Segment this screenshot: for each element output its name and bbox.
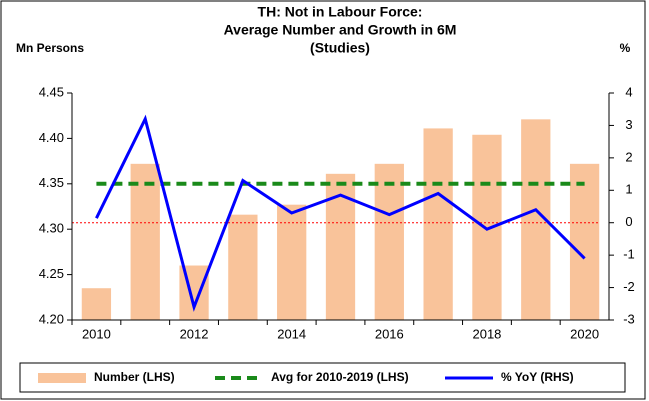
x-tick-label: 2018 (472, 326, 501, 341)
line (95, 114, 586, 312)
chart-title: (Studies) (310, 40, 370, 56)
chart-title: Average Number and Growth in 6M (224, 22, 457, 38)
y2-tick-label: -2 (623, 279, 635, 294)
bar (81, 288, 112, 320)
y-tick-label: 4.35 (39, 175, 64, 190)
bar (130, 163, 160, 320)
y2-tick-label: 0 (625, 214, 632, 229)
y2-tick-label: 4 (625, 84, 632, 99)
x-tick-label: 2020 (570, 326, 599, 341)
y-axis-label: Mn Persons (16, 41, 84, 55)
x-tick-label: 2010 (82, 326, 111, 341)
legend-label: Avg for 2010-2019 (LHS) (271, 370, 409, 384)
legend-label: Number (LHS) (94, 370, 175, 384)
y-tick-label: 4.30 (39, 221, 64, 236)
y-tick-label: 4.25 (39, 266, 64, 281)
bar (228, 214, 258, 320)
x-tick-label: 2014 (277, 326, 306, 341)
y-tick-label: 4.45 (39, 84, 64, 99)
y-tick-label: 4.20 (39, 311, 64, 326)
x-tick-label: 2012 (180, 326, 209, 341)
bar (277, 204, 307, 320)
y2-axis-label: % (620, 41, 631, 55)
x-tick-label: 2016 (375, 326, 404, 341)
legend-label: % YoY (RHS) (501, 370, 574, 384)
y2-tick-label: 3 (625, 117, 632, 132)
y2-tick-label: -1 (623, 247, 635, 262)
bar (423, 128, 453, 320)
bar (569, 163, 600, 320)
legend-box (19, 362, 626, 393)
bar (179, 265, 209, 320)
y2-tick-label: 2 (625, 149, 632, 164)
y2-tick-label: -3 (623, 311, 635, 326)
y2-tick-label: 1 (625, 182, 632, 197)
bar (374, 163, 404, 320)
legend-swatch (38, 373, 86, 383)
chart-title: TH: Not in Labour Force: (258, 4, 423, 20)
y-tick-label: 4.40 (39, 130, 64, 145)
